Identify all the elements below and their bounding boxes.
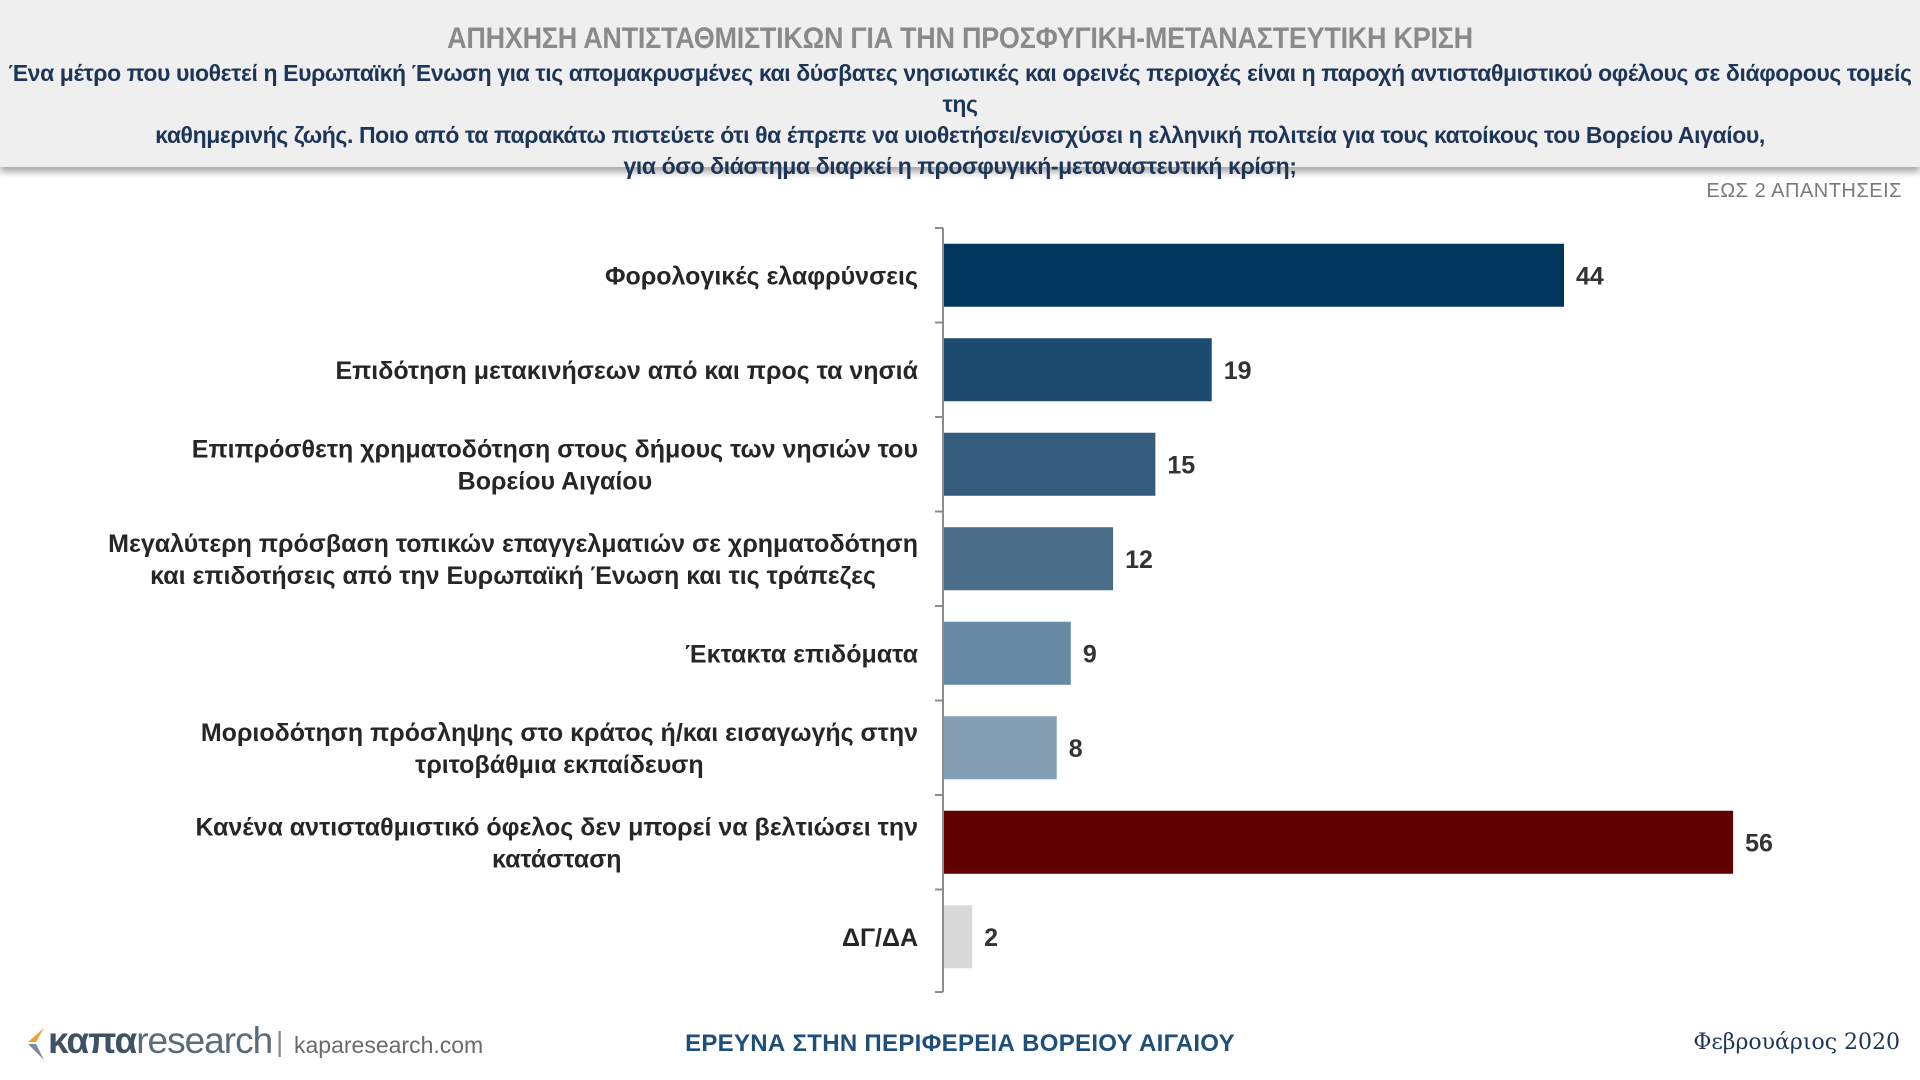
data-label: 12: [1125, 546, 1153, 574]
question-line: για όσο διάστημα διαρκεί η προσφυγική-με…: [623, 153, 1297, 179]
bar: [944, 621, 1071, 685]
category-label: τριτοβάθμια εκπαίδευση: [415, 751, 704, 779]
answers-note: ΕΩΣ 2 ΑΠΑΝΤΗΣΕΙΣ: [1706, 180, 1902, 202]
category-label: κατάσταση: [492, 845, 622, 873]
category-label: Έκτακτα επιδόματα: [685, 640, 918, 668]
bar: [944, 338, 1212, 402]
survey-caption: ΕΡΕΥΝΑ ΣΤΗΝ ΠΕΡΙΦΕΡΕΙΑ ΒΟΡΕΙΟΥ ΑΙΓΑΙΟΥ: [685, 1030, 1235, 1057]
data-label: 56: [1745, 829, 1773, 857]
bar: [944, 905, 973, 969]
category-label: Επιπρόσθετη χρηματοδότηση στους δήμους τ…: [192, 435, 918, 463]
category-label: Μεγαλύτερη πρόσβαση τοπικών επαγγελματιώ…: [108, 530, 918, 558]
bar: [944, 716, 1057, 780]
website-link[interactable]: kaparesearch.com: [294, 1032, 484, 1058]
data-label: 9: [1083, 640, 1097, 668]
category-label: Φορολογικές ελαφρύνσεις: [605, 262, 918, 290]
data-label: 2: [984, 924, 998, 952]
logo-mark-icon: [28, 1028, 44, 1060]
data-label: 19: [1224, 357, 1252, 385]
page-title: ΑΠΗΧΗΣΗ ΑΝΤΙΣΤΑΘΜΙΣΤΙΚΩΝ ΓΙΑ ΤΗΝ ΠΡΟΣΦΥΓ…: [447, 22, 1473, 55]
bar-chart: 44 Φορολογικές ελαφρύνσεις 19 Επιδότηση μετ…: [108, 227, 1773, 993]
category-label: Κανένα αντισταθμιστικό όφελος δεν μπορεί…: [196, 813, 918, 841]
header-banner: ΑΠΗΧΗΣΗ ΑΝΤΙΣΤΑΘΜΙΣΤΙΚΩΝ ΓΙΑ ΤΗΝ ΠΡΟΣΦΥΓ…: [0, 0, 1920, 179]
logo-wordmark: καπαresearch: [48, 1020, 273, 1061]
question-text: Ένα μέτρο που υιοθετεί η Ευρωπαϊκή Ένωση…: [8, 58, 1912, 182]
survey-date: Φεβρουάριος 2020: [1693, 1030, 1900, 1055]
category-label: Επιδότηση μετακινήσεων από και προς τα ν…: [335, 357, 918, 385]
logo-separator: |: [276, 1026, 284, 1057]
category-label: και επιδοτήσεις από την Ευρωπαϊκή Ένωση …: [150, 562, 876, 590]
bar: [944, 432, 1156, 496]
question-line: καθημερινής ζωής. Ποιο από τα παρακάτω π…: [155, 122, 1765, 148]
question-line: Ένα μέτρο που υιοθετεί η Ευρωπαϊκή Ένωση…: [8, 60, 1912, 117]
category-label: Μοριοδότηση πρόσληψης στο κράτος ή/και ε…: [201, 719, 918, 747]
category-label: ΔΓ/ΔΑ: [842, 924, 918, 952]
category-label: Βορείου Αιγαίου: [458, 467, 652, 495]
data-label: 15: [1167, 451, 1195, 479]
data-label: 8: [1069, 735, 1083, 763]
bar: [944, 527, 1114, 591]
data-label: 44: [1576, 262, 1604, 290]
bar: [944, 810, 1734, 874]
bar: [944, 243, 1564, 307]
